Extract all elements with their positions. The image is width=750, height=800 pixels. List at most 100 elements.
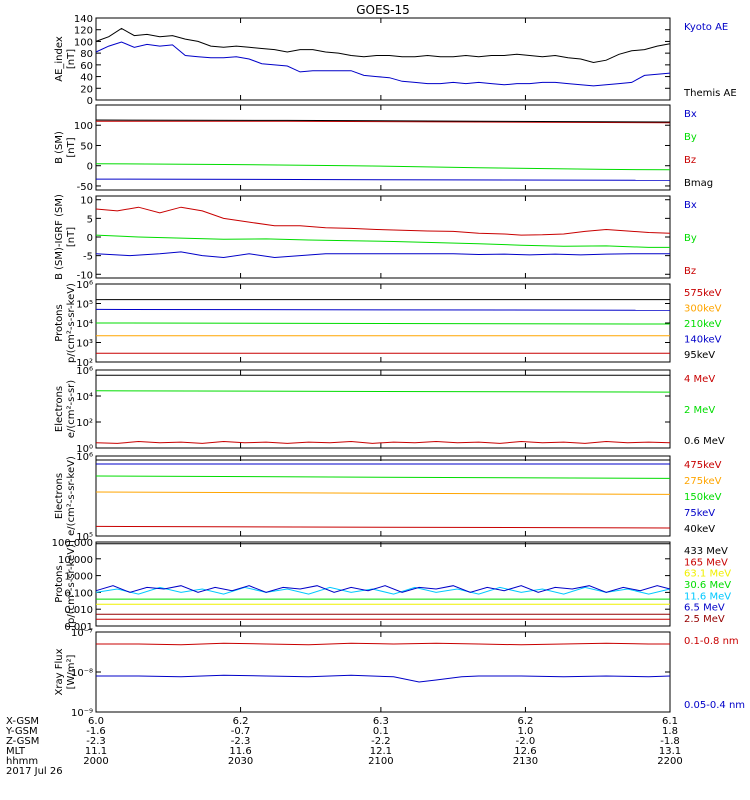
xaxis-tick-value: -2.3 (231, 736, 251, 747)
xaxis-tick-value: 6.2 (517, 716, 533, 727)
bsm-ytick-label: 50 (80, 141, 93, 152)
ae-ylabel: AE_index (54, 36, 65, 82)
ae-legend-entry: Themis AE (683, 88, 737, 99)
ae-ytick-label: 60 (80, 61, 93, 72)
bsm-series-line (95, 119, 671, 123)
bsm-series-line (95, 178, 671, 181)
bsm-legend-entry: Bz (684, 155, 696, 166)
xaxis-tick-value: 6.2 (233, 716, 249, 727)
xaxis-row-label: 2017 Jul 26 (6, 766, 63, 777)
xray-series-line (96, 674, 671, 683)
protons2-ylabel: Protons (54, 565, 65, 602)
xray-ylabel-units: [W/m²] (66, 654, 77, 689)
ae-ytick-label: 100 (74, 37, 93, 48)
ae-legend-entry: Kyoto AE (684, 22, 728, 33)
plot-title: GOES-15 (356, 3, 410, 17)
electrons2-legend-entry: 75keV (684, 508, 715, 519)
bigrf-ytick-label: 5 (87, 214, 93, 225)
bsm-series-line (96, 120, 671, 124)
electrons2-legend-entry: 40keV (684, 524, 715, 535)
bsm-ylabel: B (SM) (54, 131, 65, 164)
bsm-legend-entry: By (684, 132, 697, 143)
xaxis-tick-value: 6.0 (88, 716, 104, 727)
bigrf-legend-entry: Bz (684, 266, 696, 277)
electrons2-frame (95, 455, 671, 537)
protons1-legend-entry: 140keV (684, 335, 722, 346)
protons2-frame (95, 541, 671, 627)
xaxis-tick-value: 6.1 (662, 716, 678, 727)
electrons2-series-line (95, 475, 671, 479)
bsm-legend-entry: Bmag (684, 178, 713, 189)
xray-legend-entry: 0.1-0.8 nm (684, 636, 739, 647)
ae-ytick-label: 20 (80, 84, 93, 95)
xaxis-tick-value: -2.0 (516, 736, 536, 747)
xaxis-tick-value: -1.8 (660, 736, 680, 747)
xaxis-tick-value: -2.3 (86, 736, 106, 747)
xaxis-tick-value: 1.0 (517, 726, 533, 737)
protons2-ytick-label: 0.010 (64, 605, 93, 616)
xaxis-tick-value: 2100 (368, 756, 393, 767)
protons2-ylabel-units: [p/(cm²-s-sr-keV)] (66, 540, 77, 628)
xaxis-tick-value: 11.6 (229, 746, 251, 757)
electrons1-ytick-label: 10⁴ (76, 392, 93, 403)
xaxis-row-label: Y-GSM (5, 726, 38, 737)
xaxis-tick-value: 0.1 (373, 726, 389, 737)
xaxis-tick-value: 6.3 (373, 716, 389, 727)
bigrf-ylabel-units: [nT] (66, 227, 77, 247)
protons1-ylabel-units: p/(cm²-s-sr-keV) (66, 283, 77, 363)
bigrf-ytick-label: -5 (83, 252, 93, 263)
ae-ytick-label: 0 (87, 96, 93, 107)
electrons2-legend-entry: 475keV (684, 460, 722, 471)
ae-series-line (95, 27, 671, 64)
electrons1-legend-entry: 2 MeV (684, 405, 715, 416)
electrons2-legend-entry: 275keV (684, 476, 722, 487)
xaxis-tick-value: 2130 (513, 756, 538, 767)
protons1-legend-entry: 300keV (684, 304, 722, 315)
bigrf-legend-entry: By (684, 233, 697, 244)
protons1-series-line (95, 322, 671, 325)
xaxis-tick-value: 12.6 (514, 746, 536, 757)
xray-ylabel: Xray Flux (54, 648, 65, 695)
protons1-ytick-label: 10⁶ (76, 280, 93, 291)
bigrf-ytick-label: 10 (80, 196, 93, 207)
ae-ylabel-units: [nT] (66, 49, 77, 69)
electrons1-frame (95, 369, 671, 449)
protons2-series-line (95, 585, 671, 593)
bsm-series-line (95, 163, 671, 171)
xaxis-tick-value: 2000 (83, 756, 108, 767)
xaxis-tick-value: 12.1 (370, 746, 392, 757)
electrons1-ytick-label: 10⁰ (76, 444, 93, 455)
electrons1-ytick-label: 10⁶ (76, 366, 93, 377)
xray-legend-entry: 0.05-0.4 nm (684, 700, 745, 711)
bigrf-legend-entry: Bx (684, 200, 697, 211)
protons2-legend-entry: 6.5 MeV (684, 603, 725, 614)
xaxis-row-label: hhmm (6, 756, 38, 767)
bigrf-ytick-label: 0 (87, 233, 93, 244)
protons2-legend-entry: 11.6 MeV (684, 591, 731, 602)
electrons1-series-line (95, 390, 671, 393)
electrons1-legend-entry: 0.6 MeV (684, 436, 725, 447)
electrons1-series-line (95, 440, 671, 444)
electrons2-ytick-label: 10⁶ (76, 452, 93, 463)
xaxis-row-label: Z-GSM (6, 736, 39, 747)
electrons2-ytick-label: 10⁵ (76, 532, 93, 543)
electrons2-ylabel: Electrons (54, 473, 65, 519)
bigrf-series-line (95, 206, 671, 236)
bsm-ytick-label: 0 (87, 162, 93, 173)
xaxis-tick-value: 13.1 (659, 746, 681, 757)
xray-series-line (96, 642, 670, 646)
bsm-ylabel-units: [nT] (66, 137, 77, 157)
electrons1-ylabel: Electrons (54, 386, 65, 432)
xray-ytick-label: 10⁻⁹ (71, 708, 93, 719)
protons1-ytick-label: 10⁵ (76, 300, 93, 311)
xaxis-row-label: X-GSM (6, 716, 39, 727)
protons2-legend-entry: 433 MeV (684, 546, 728, 557)
bsm-frame (95, 104, 671, 191)
protons1-ytick-label: 10⁴ (76, 319, 93, 330)
protons2-legend-entry: 30.6 MeV (684, 580, 731, 591)
protons2-series-line (95, 586, 671, 595)
protons1-series-line (95, 308, 671, 311)
ae-ytick-label: 40 (80, 73, 93, 84)
ae-ytick-label: 120 (74, 26, 93, 37)
